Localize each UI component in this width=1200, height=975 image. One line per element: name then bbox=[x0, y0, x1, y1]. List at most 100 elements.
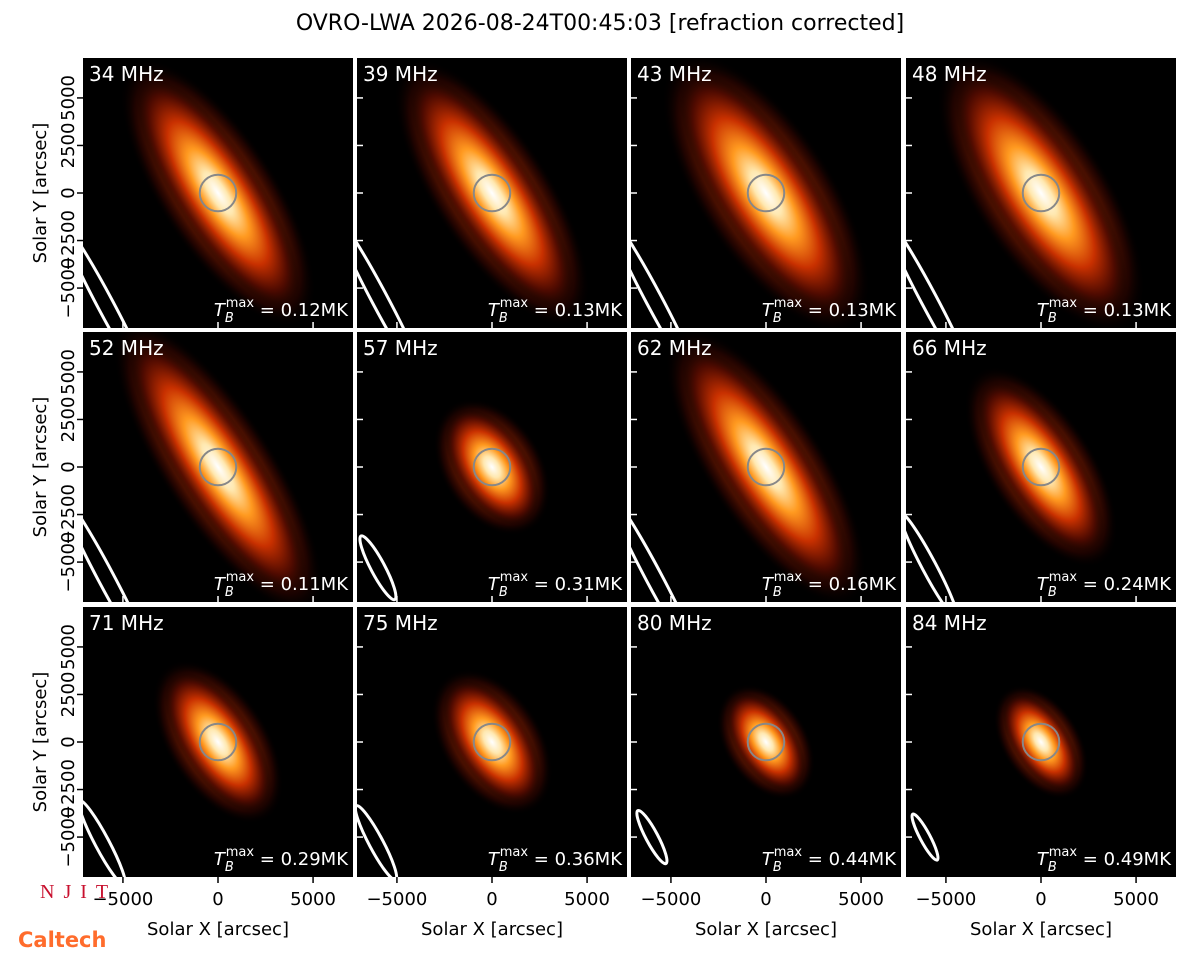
tmax-value: = 0.31MK bbox=[528, 574, 623, 595]
tmax-sub: B bbox=[773, 311, 782, 326]
y-axis-label: Solar Y [arcsec] bbox=[30, 397, 51, 538]
tmax-value: = 0.29MK bbox=[254, 849, 349, 870]
tmax-sup: max bbox=[500, 296, 529, 311]
beam bbox=[906, 511, 960, 602]
frequency-label: 57 MHz bbox=[363, 336, 438, 360]
tmax-value: = 0.13MK bbox=[1077, 300, 1172, 321]
panel: 66 MHz TBmax = 0.24MK bbox=[906, 332, 1176, 602]
panel-image bbox=[906, 58, 1176, 328]
tmax-sup: max bbox=[774, 845, 803, 860]
frequency-label: 84 MHz bbox=[912, 611, 987, 635]
tmax-value: = 0.16MK bbox=[802, 574, 897, 595]
solar-disk bbox=[746, 173, 786, 213]
panel-image bbox=[357, 58, 627, 328]
emission bbox=[679, 72, 853, 314]
tmax-symbol: T bbox=[214, 300, 227, 321]
beam bbox=[631, 214, 701, 328]
emission bbox=[977, 380, 1105, 554]
y-tick-label: 5000 bbox=[58, 75, 79, 121]
emission bbox=[410, 77, 574, 309]
x-tick-label: 0 bbox=[486, 889, 497, 910]
tmax-value: = 0.13MK bbox=[528, 300, 623, 321]
panel: 48 MHz TBmax = 0.13MK bbox=[906, 58, 1176, 328]
y-tick-label: 2500 bbox=[58, 672, 79, 718]
figure-title: OVRO-LWA 2026-08-24T00:45:03 [refraction… bbox=[296, 11, 904, 36]
tmax-value: = 0.36MK bbox=[528, 849, 623, 870]
tmax-sub: B bbox=[225, 585, 234, 600]
beam bbox=[631, 491, 701, 602]
tmax-label: TBmax = 0.13MK bbox=[488, 296, 623, 326]
solar-disk bbox=[1021, 722, 1061, 762]
solar-disk bbox=[746, 722, 786, 762]
frequency-label: 71 MHz bbox=[89, 611, 164, 635]
x-tick-label: 5000 bbox=[1113, 889, 1159, 910]
frequency-label: 34 MHz bbox=[89, 62, 164, 86]
x-tick-label: −5000 bbox=[915, 889, 976, 910]
y-tick-label: 0 bbox=[58, 736, 79, 747]
y-axis-label: Solar Y [arcsec] bbox=[30, 123, 51, 264]
y-tick-label: 5000 bbox=[58, 349, 79, 395]
tmax-label: TBmax = 0.13MK bbox=[762, 296, 897, 326]
y-tick-label: 0 bbox=[58, 461, 79, 472]
frequency-label: 43 MHz bbox=[637, 62, 712, 86]
beam bbox=[635, 808, 669, 866]
tmax-sub: B bbox=[225, 311, 234, 326]
y-tick-label: −2500 bbox=[58, 484, 79, 545]
tmax-symbol: T bbox=[214, 574, 227, 595]
panel: 39 MHz TBmax = 0.13MK bbox=[357, 58, 627, 328]
caltech-logo: Caltech bbox=[18, 928, 106, 952]
tmax-sup: max bbox=[226, 845, 255, 860]
frequency-label: 48 MHz bbox=[912, 62, 987, 86]
x-tick-label: 5000 bbox=[564, 889, 610, 910]
tmax-label: TBmax = 0.29MK bbox=[214, 845, 349, 875]
emission bbox=[129, 339, 307, 595]
x-tick-label: −5000 bbox=[640, 889, 701, 910]
emission bbox=[682, 347, 850, 587]
tmax-sup: max bbox=[500, 570, 529, 585]
panel-image bbox=[357, 332, 627, 602]
panel-image bbox=[357, 607, 627, 877]
tmax-sup: max bbox=[500, 845, 529, 860]
njit-logo: NJIT bbox=[40, 881, 117, 903]
tmax-label: TBmax = 0.16MK bbox=[762, 570, 897, 600]
solar-disk bbox=[746, 447, 786, 487]
solar-disk bbox=[198, 722, 238, 762]
frequency-label: 52 MHz bbox=[89, 336, 164, 360]
beam bbox=[83, 798, 127, 877]
tmax-value: = 0.24MK bbox=[1077, 574, 1172, 595]
tmax-sub: B bbox=[225, 860, 234, 875]
tmax-symbol: T bbox=[488, 574, 501, 595]
tmax-label: TBmax = 0.11MK bbox=[214, 570, 349, 600]
y-tick-label: −5000 bbox=[58, 807, 79, 868]
tmax-sup: max bbox=[226, 570, 255, 585]
y-tick-label: −5000 bbox=[58, 532, 79, 593]
beam bbox=[358, 534, 398, 602]
tmax-sup: max bbox=[1049, 845, 1078, 860]
tmax-sup: max bbox=[1049, 570, 1078, 585]
tmax-sub: B bbox=[499, 585, 508, 600]
frequency-label: 62 MHz bbox=[637, 336, 712, 360]
tmax-sub: B bbox=[1048, 585, 1057, 600]
panel-image bbox=[631, 332, 901, 602]
frequency-label: 66 MHz bbox=[912, 336, 987, 360]
beam bbox=[83, 491, 153, 602]
tmax-sub: B bbox=[499, 860, 508, 875]
tmax-sup: max bbox=[774, 570, 803, 585]
tmax-sup: max bbox=[774, 296, 803, 311]
y-axis-label: Solar Y [arcsec] bbox=[30, 672, 51, 813]
emission bbox=[954, 72, 1128, 314]
x-tick-label: 5000 bbox=[838, 889, 884, 910]
tmax-symbol: T bbox=[1037, 849, 1050, 870]
tmax-value: = 0.11MK bbox=[254, 574, 349, 595]
panel: 43 MHz TBmax = 0.13MK bbox=[631, 58, 901, 328]
x-axis-label: Solar X [arcsec] bbox=[147, 919, 289, 940]
panel: 57 MHz TBmax = 0.31MK bbox=[357, 332, 627, 602]
tmax-value: = 0.44MK bbox=[802, 849, 897, 870]
tmax-value: = 0.49MK bbox=[1077, 849, 1172, 870]
